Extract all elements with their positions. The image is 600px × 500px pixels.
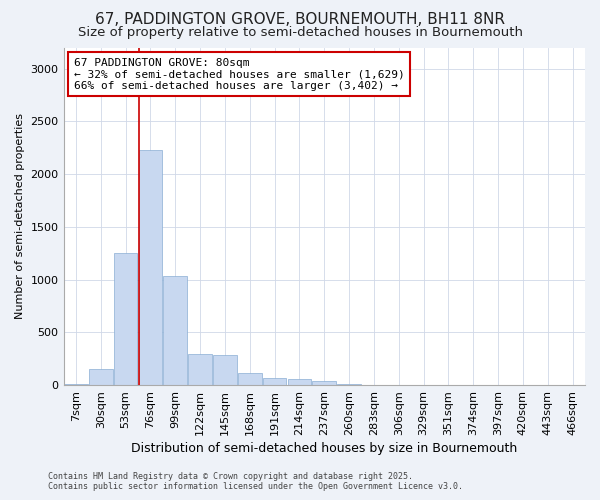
Text: 67, PADDINGTON GROVE, BOURNEMOUTH, BH11 8NR: 67, PADDINGTON GROVE, BOURNEMOUTH, BH11 … [95, 12, 505, 28]
Bar [139, 150, 162, 385]
X-axis label: Distribution of semi-detached houses by size in Bournemouth: Distribution of semi-detached houses by … [131, 442, 517, 455]
Bar [213, 355, 237, 385]
Bar [114, 254, 137, 385]
Text: 67 PADDINGTON GROVE: 80sqm
← 32% of semi-detached houses are smaller (1,629)
66%: 67 PADDINGTON GROVE: 80sqm ← 32% of semi… [74, 58, 405, 91]
Bar [263, 378, 286, 385]
Bar [64, 384, 88, 385]
Bar [89, 370, 113, 385]
Bar [163, 276, 187, 385]
Bar [287, 380, 311, 385]
Bar [337, 384, 361, 385]
Text: Contains HM Land Registry data © Crown copyright and database right 2025.
Contai: Contains HM Land Registry data © Crown c… [48, 472, 463, 491]
Bar [313, 381, 336, 385]
Bar [238, 373, 262, 385]
Y-axis label: Number of semi-detached properties: Number of semi-detached properties [15, 114, 25, 320]
Bar [188, 354, 212, 385]
Text: Size of property relative to semi-detached houses in Bournemouth: Size of property relative to semi-detach… [77, 26, 523, 39]
